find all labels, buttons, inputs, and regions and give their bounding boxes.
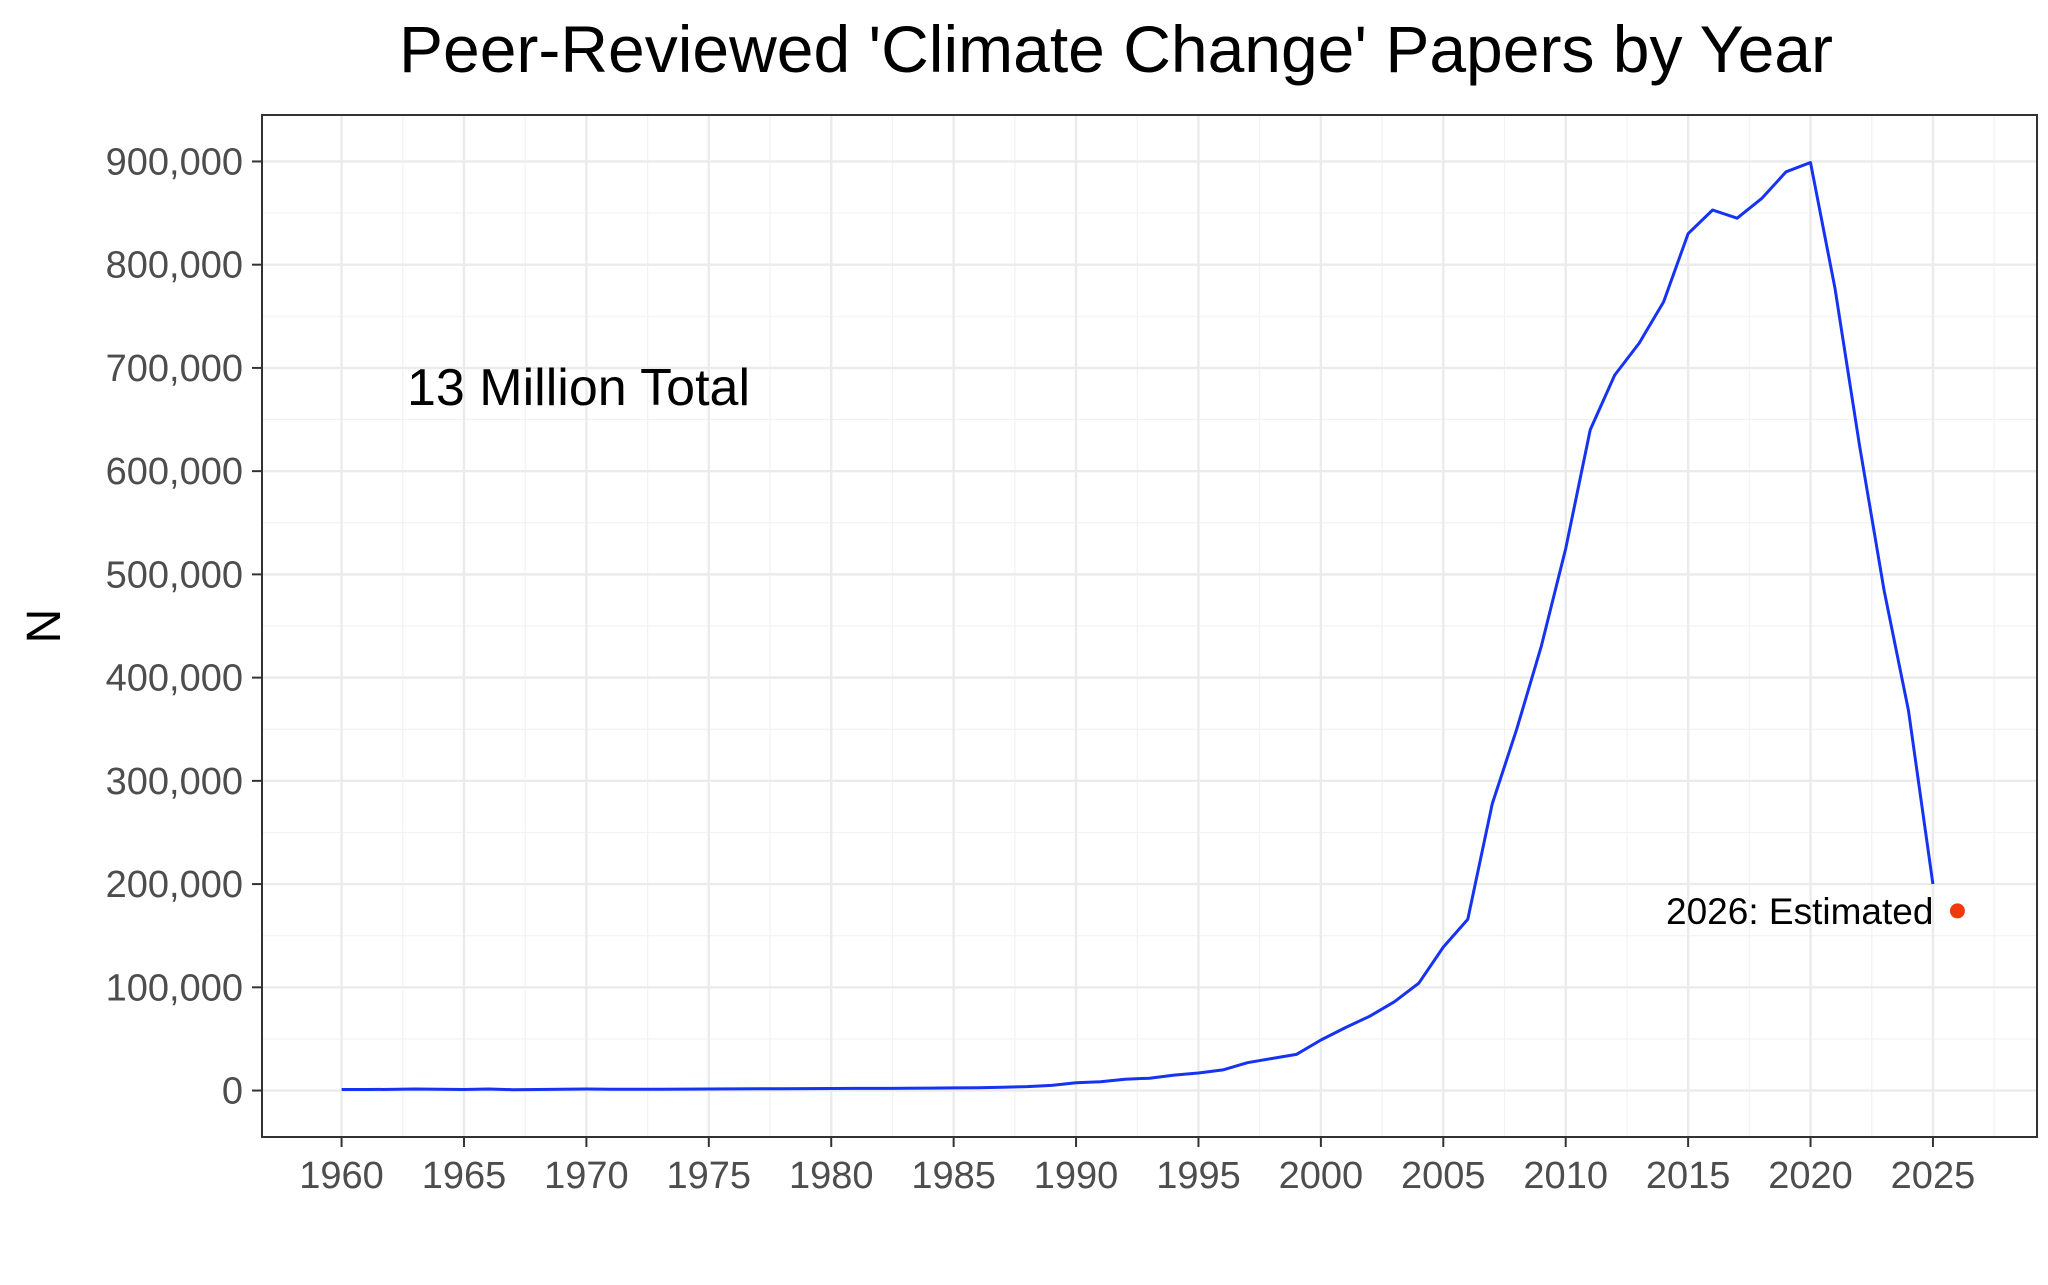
estimate-point <box>1949 903 1965 919</box>
papers-series-line <box>341 161 1935 1092</box>
y-tick-label: 900,000 <box>106 141 243 183</box>
y-tick-label: 800,000 <box>106 245 243 287</box>
y-tick-label: 100,000 <box>106 967 243 1009</box>
x-tick-label: 1980 <box>789 1155 874 1197</box>
y-axis-label: N <box>18 609 71 644</box>
y-tick-labels: 0 100,000 200,000 300,000 400,000 500,000 600,… <box>106 141 243 1112</box>
y-tick-label: 0 <box>222 1071 243 1113</box>
series-layer: 2026: Estimated <box>341 161 1965 1092</box>
chart-title: Peer-Reviewed 'Climate Change' Papers by… <box>399 12 1833 86</box>
x-tick-label: 1960 <box>299 1155 384 1197</box>
x-tick-label: 1965 <box>422 1155 507 1197</box>
y-tick-label: 700,000 <box>106 348 243 390</box>
x-tick-label: 2015 <box>1646 1155 1731 1197</box>
axis-ticks <box>252 160 1934 1147</box>
x-tick-label: 1975 <box>667 1155 752 1197</box>
x-tick-label: 1985 <box>911 1155 996 1197</box>
y-tick-label: 300,000 <box>106 761 243 803</box>
x-tick-labels: 1960 1965 1970 1975 1980 1985 1990 1995 2000 2005… <box>299 1155 1975 1197</box>
estimate-label: 2026: Estimated <box>1666 891 1933 932</box>
x-tick-label: 2010 <box>1523 1155 1608 1197</box>
major-gridlines <box>262 115 2037 1137</box>
x-tick-label: 1970 <box>544 1155 629 1197</box>
y-tick-label: 600,000 <box>106 451 243 493</box>
x-tick-label: 1990 <box>1034 1155 1119 1197</box>
y-tick-label: 400,000 <box>106 658 243 700</box>
panel-border <box>261 114 2038 1138</box>
x-tick-label: 2000 <box>1279 1155 1364 1197</box>
y-tick-label: 500,000 <box>106 554 243 596</box>
x-tick-label: 2020 <box>1768 1155 1853 1197</box>
x-tick-label: 2005 <box>1401 1155 1486 1197</box>
total-annotation: 13 Million Total <box>407 359 750 417</box>
minor-gridlines <box>262 115 2037 1137</box>
x-tick-label: 2025 <box>1891 1155 1976 1197</box>
x-tick-label: 1995 <box>1156 1155 1241 1197</box>
y-tick-label: 200,000 <box>106 864 243 906</box>
